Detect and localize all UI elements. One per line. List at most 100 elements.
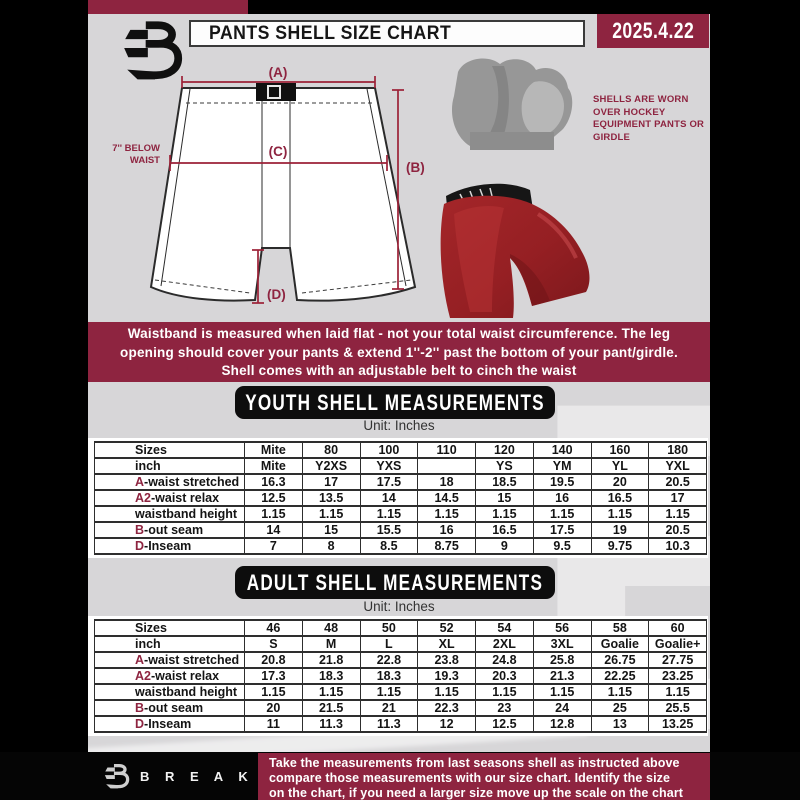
size-cell: 110 [417,441,476,459]
size-cell: 48 [301,619,361,637]
adult-section-banner: ADULT SHELL MEASUREMENTS [235,566,555,599]
size-cell: 3XL [532,635,592,653]
size-cell: 24 [532,699,592,717]
size-cell: 1.15 [648,505,707,523]
size-cell: 27.75 [648,651,707,669]
row-label: Sizes [94,619,245,637]
size-cell: 17.3 [244,667,303,685]
size-cell: Y2XS [301,457,361,475]
size-cell: 1.15 [532,505,592,523]
row-label: B-out seam [94,521,245,539]
size-cell: YXS [359,457,419,475]
page-title: PANTS SHELL SIZE CHART [209,22,452,44]
footer: B R E A K A W A Y Take the measurements … [0,752,800,800]
size-cell: 8.5 [359,537,419,555]
size-cell: 12.5 [244,489,303,507]
info-banner: Waistband is measured when laid flat - n… [88,322,710,382]
adult-unit-label: Unit: Inches [363,599,435,614]
adult-table-block: Sizes 46 48 50 52 54 56 58 60 inch S M L XL 2XL 3XL Goal… [88,616,708,736]
pants-note: SHELLS ARE WORN OVER HOCKEY EQUIPMENT PA… [593,94,705,143]
size-cell: 56 [532,619,592,637]
size-cell: 1.15 [475,683,534,701]
size-cell: 20.8 [244,651,303,669]
size-cell: 15 [301,521,361,539]
table-row: A-waist stretched 20.8 21.8 22.8 23.8 24.8 25.… [94,651,707,669]
size-cell: 13 [590,715,650,733]
youth-size-table: Sizes Mite 80 100 110 120 140 160 180 inch Mite Y2X… [94,441,707,555]
size-cell: 160 [590,441,650,459]
info-banner-line: opening should cover your pants & extend… [120,344,678,360]
row-label: A2-waist relax [94,489,245,507]
size-cell: 9 [475,537,534,555]
size-cell: 10.3 [648,537,707,555]
size-cell: 16 [532,489,592,507]
size-cell: 1.15 [532,683,592,701]
size-cell: Mite [244,457,303,475]
size-cell: 13.25 [648,715,707,733]
size-cell: 17.5 [359,473,419,491]
row-label: A-waist stretched [94,473,245,491]
belt-buckle [256,83,296,101]
size-cell: 7 [244,537,303,555]
size-cell: YS [475,457,534,475]
size-cell: 18 [417,473,476,491]
size-cell: 1.15 [359,505,419,523]
size-cell: 22.3 [417,699,476,717]
size-cell: 15.5 [359,521,419,539]
size-cell: 100 [359,441,419,459]
size-cell: 19.5 [532,473,592,491]
size-cell: 22.8 [359,651,419,669]
size-cell: 20.3 [475,667,534,685]
footer-note-line: Take the measurements from last seasons … [269,756,680,770]
adult-size-table: Sizes 46 48 50 52 54 56 58 60 inch S M L XL 2XL 3XL Goal… [94,619,707,733]
date-badge: 2025.4.22 [597,14,709,48]
size-cell: 23.8 [417,651,476,669]
table-row: waistband height 1.15 1.15 1.15 1.15 1.15 1.15… [94,505,707,523]
row-label: waistband height [94,683,245,701]
table-row: A-waist stretched 16.3 17 17.5 18 18.5 19.5 20 2… [94,473,707,491]
size-cell: 16 [417,521,476,539]
size-cell: 14.5 [417,489,476,507]
size-cell: 1.15 [301,683,361,701]
size-cell: 20 [244,699,303,717]
size-cell: 26.75 [590,651,650,669]
size-cell: 1.15 [590,505,650,523]
size-cell: 12.5 [475,715,534,733]
footer-breakaway-logo-icon [104,761,130,796]
size-cell: 54 [475,619,534,637]
row-label: inch [94,457,245,475]
row-label: A-waist stretched [94,651,245,669]
size-cell: 23.25 [648,667,707,685]
row-label: inch [94,635,245,653]
size-cell: 17 [301,473,361,491]
size-cell: 12.8 [532,715,592,733]
size-cell: 25.5 [648,699,707,717]
row-label: D-Inseam [94,537,245,555]
size-cell: Goalie [590,635,650,653]
size-cell: 21.8 [301,651,361,669]
size-cell: 9.5 [532,537,592,555]
footer-note-box: Take the measurements from last seasons … [258,753,710,800]
size-cell: 23 [475,699,534,717]
size-cell: 11.3 [359,715,419,733]
size-cell: 20 [590,473,650,491]
size-cell: 21 [359,699,419,717]
size-cell: 52 [417,619,476,637]
size-cell: 17 [648,489,707,507]
size-cell: 60 [648,619,707,637]
table-row: A2-waist relax 17.3 18.3 18.3 19.3 20.3 21.3 22… [94,667,707,685]
measure-label-d: (D) [267,287,286,302]
size-cell: 18.5 [475,473,534,491]
table-row: A2-waist relax 12.5 13.5 14 14.5 15 16 16.5 17 [94,489,707,507]
size-cell: 16.5 [475,521,534,539]
size-cell: 1.15 [417,683,476,701]
size-cell: 1.15 [359,683,419,701]
size-cell: 11.3 [301,715,361,733]
below-waist-label-1: 7'' BELOW [112,143,160,154]
size-cell: 50 [359,619,419,637]
below-waist-label-2: WAIST [130,155,160,166]
hockey-pants-photo [440,58,590,318]
row-label: waistband height [94,505,245,523]
size-cell: 17.5 [532,521,592,539]
